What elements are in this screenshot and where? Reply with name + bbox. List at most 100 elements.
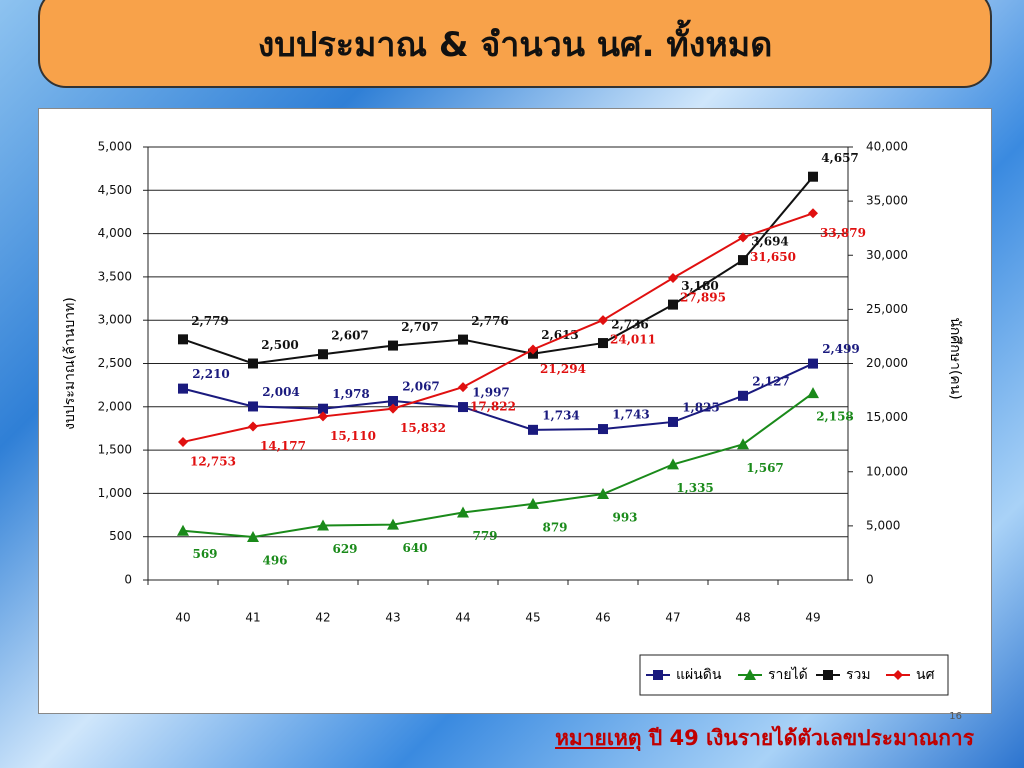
legend-marker xyxy=(893,670,903,680)
data-point xyxy=(248,421,258,432)
data-label: 27,895 xyxy=(680,291,726,305)
y2-tick-label: 35,000 xyxy=(866,194,908,208)
data-label: 779 xyxy=(472,529,497,543)
data-point xyxy=(738,232,748,243)
data-point xyxy=(738,255,748,266)
data-point xyxy=(178,436,188,447)
data-point xyxy=(318,411,328,422)
data-point xyxy=(598,424,608,435)
data-point xyxy=(178,334,188,345)
y-tick-label: 2,000 xyxy=(98,399,132,413)
series-line xyxy=(182,176,814,365)
data-point xyxy=(598,315,608,326)
data-point xyxy=(668,416,678,427)
data-label: 24,011 xyxy=(610,333,656,347)
data-point xyxy=(807,387,819,399)
data-label: 2,004 xyxy=(262,385,300,399)
data-label: 15,110 xyxy=(330,429,376,443)
footnote: หมายเหตุ ปี 49 เงินรายได้ตัวเลขประมาณการ xyxy=(555,722,974,755)
data-point xyxy=(528,344,538,355)
y-tick-label: 3,500 xyxy=(98,269,132,283)
series-line xyxy=(182,392,814,539)
x-tick-label: 48 xyxy=(735,611,750,625)
y-tick-label: 0 xyxy=(124,573,132,587)
data-point xyxy=(247,531,259,543)
data-point xyxy=(738,390,748,401)
data-point xyxy=(597,488,609,500)
data-label: 496 xyxy=(262,554,287,568)
data-label: 33,879 xyxy=(820,226,866,240)
data-label: 2,776 xyxy=(471,314,509,328)
legend-label: รายได้ xyxy=(768,666,808,683)
data-label: 2,707 xyxy=(401,320,439,334)
y-tick-label: 1,500 xyxy=(98,443,132,457)
y-axis-title: งบประมาณ(ล้านบาท) xyxy=(62,297,78,430)
data-label: 2,210 xyxy=(192,367,230,381)
footnote-label: หมายเหตุ xyxy=(555,726,642,750)
legend-label: นศ xyxy=(916,667,935,683)
data-label: 1,335 xyxy=(676,481,714,495)
data-point xyxy=(528,424,538,435)
chart-panel xyxy=(38,108,992,714)
data-label: 993 xyxy=(612,511,637,525)
data-label: 2,736 xyxy=(611,318,649,332)
y-tick-label: 500 xyxy=(109,529,132,543)
data-point xyxy=(387,518,399,530)
data-point xyxy=(458,402,468,413)
data-label: 1,997 xyxy=(472,386,510,400)
y2-tick-label: 5,000 xyxy=(866,518,900,532)
y-tick-label: 3,000 xyxy=(98,313,132,327)
legend-marker xyxy=(653,670,663,680)
y-tick-label: 4,000 xyxy=(98,226,132,240)
y-tick-label: 4,500 xyxy=(98,183,132,197)
data-point xyxy=(808,358,818,369)
data-point xyxy=(598,338,608,349)
data-label: 15,832 xyxy=(400,421,446,435)
data-label: 17,822 xyxy=(470,400,516,414)
data-label: 640 xyxy=(402,541,427,555)
data-label: 4,657 xyxy=(821,151,859,165)
data-point xyxy=(318,349,328,360)
data-point xyxy=(317,519,329,531)
x-tick-label: 45 xyxy=(525,611,540,625)
data-label: 2,067 xyxy=(402,379,440,393)
y2-tick-label: 0 xyxy=(866,573,874,587)
legend-label: แผ่นดิน xyxy=(676,667,722,683)
data-point xyxy=(388,340,398,351)
data-label: 3,180 xyxy=(681,279,719,293)
y-tick-label: 5,000 xyxy=(98,140,132,154)
data-point xyxy=(248,401,258,412)
data-label: 2,127 xyxy=(752,374,790,388)
y2-tick-label: 40,000 xyxy=(866,140,908,154)
slide-title: งบประมาณ & จำนวน นศ. ทั้งหมด xyxy=(38,0,992,88)
data-label: 879 xyxy=(542,520,567,534)
x-tick-label: 44 xyxy=(455,611,470,625)
x-tick-label: 49 xyxy=(805,611,820,625)
data-label: 21,294 xyxy=(540,362,586,376)
data-label: 14,177 xyxy=(260,439,306,453)
data-label: 2,779 xyxy=(191,314,229,328)
page-number: 16 xyxy=(949,711,962,722)
data-label: 12,753 xyxy=(190,454,236,468)
data-point xyxy=(458,382,468,393)
data-point xyxy=(457,506,469,518)
data-point xyxy=(808,208,818,219)
series-line xyxy=(182,212,814,443)
data-label: 1,734 xyxy=(542,408,580,422)
data-point xyxy=(458,334,468,345)
legend-marker xyxy=(744,669,756,680)
legend-label: รวม xyxy=(846,667,871,683)
data-label: 31,650 xyxy=(750,250,796,264)
data-label: 2,158 xyxy=(816,410,854,424)
data-label: 1,743 xyxy=(612,408,650,422)
data-label: 2,500 xyxy=(261,338,299,352)
y2-tick-label: 10,000 xyxy=(866,464,908,478)
data-label: 1,567 xyxy=(746,461,784,475)
data-label: 1,978 xyxy=(332,387,370,401)
footnote-text: ปี 49 เงินรายได้ตัวเลขประมาณการ xyxy=(648,726,974,750)
y-tick-label: 1,000 xyxy=(98,486,132,500)
x-tick-label: 40 xyxy=(175,611,190,625)
data-point xyxy=(177,524,189,536)
